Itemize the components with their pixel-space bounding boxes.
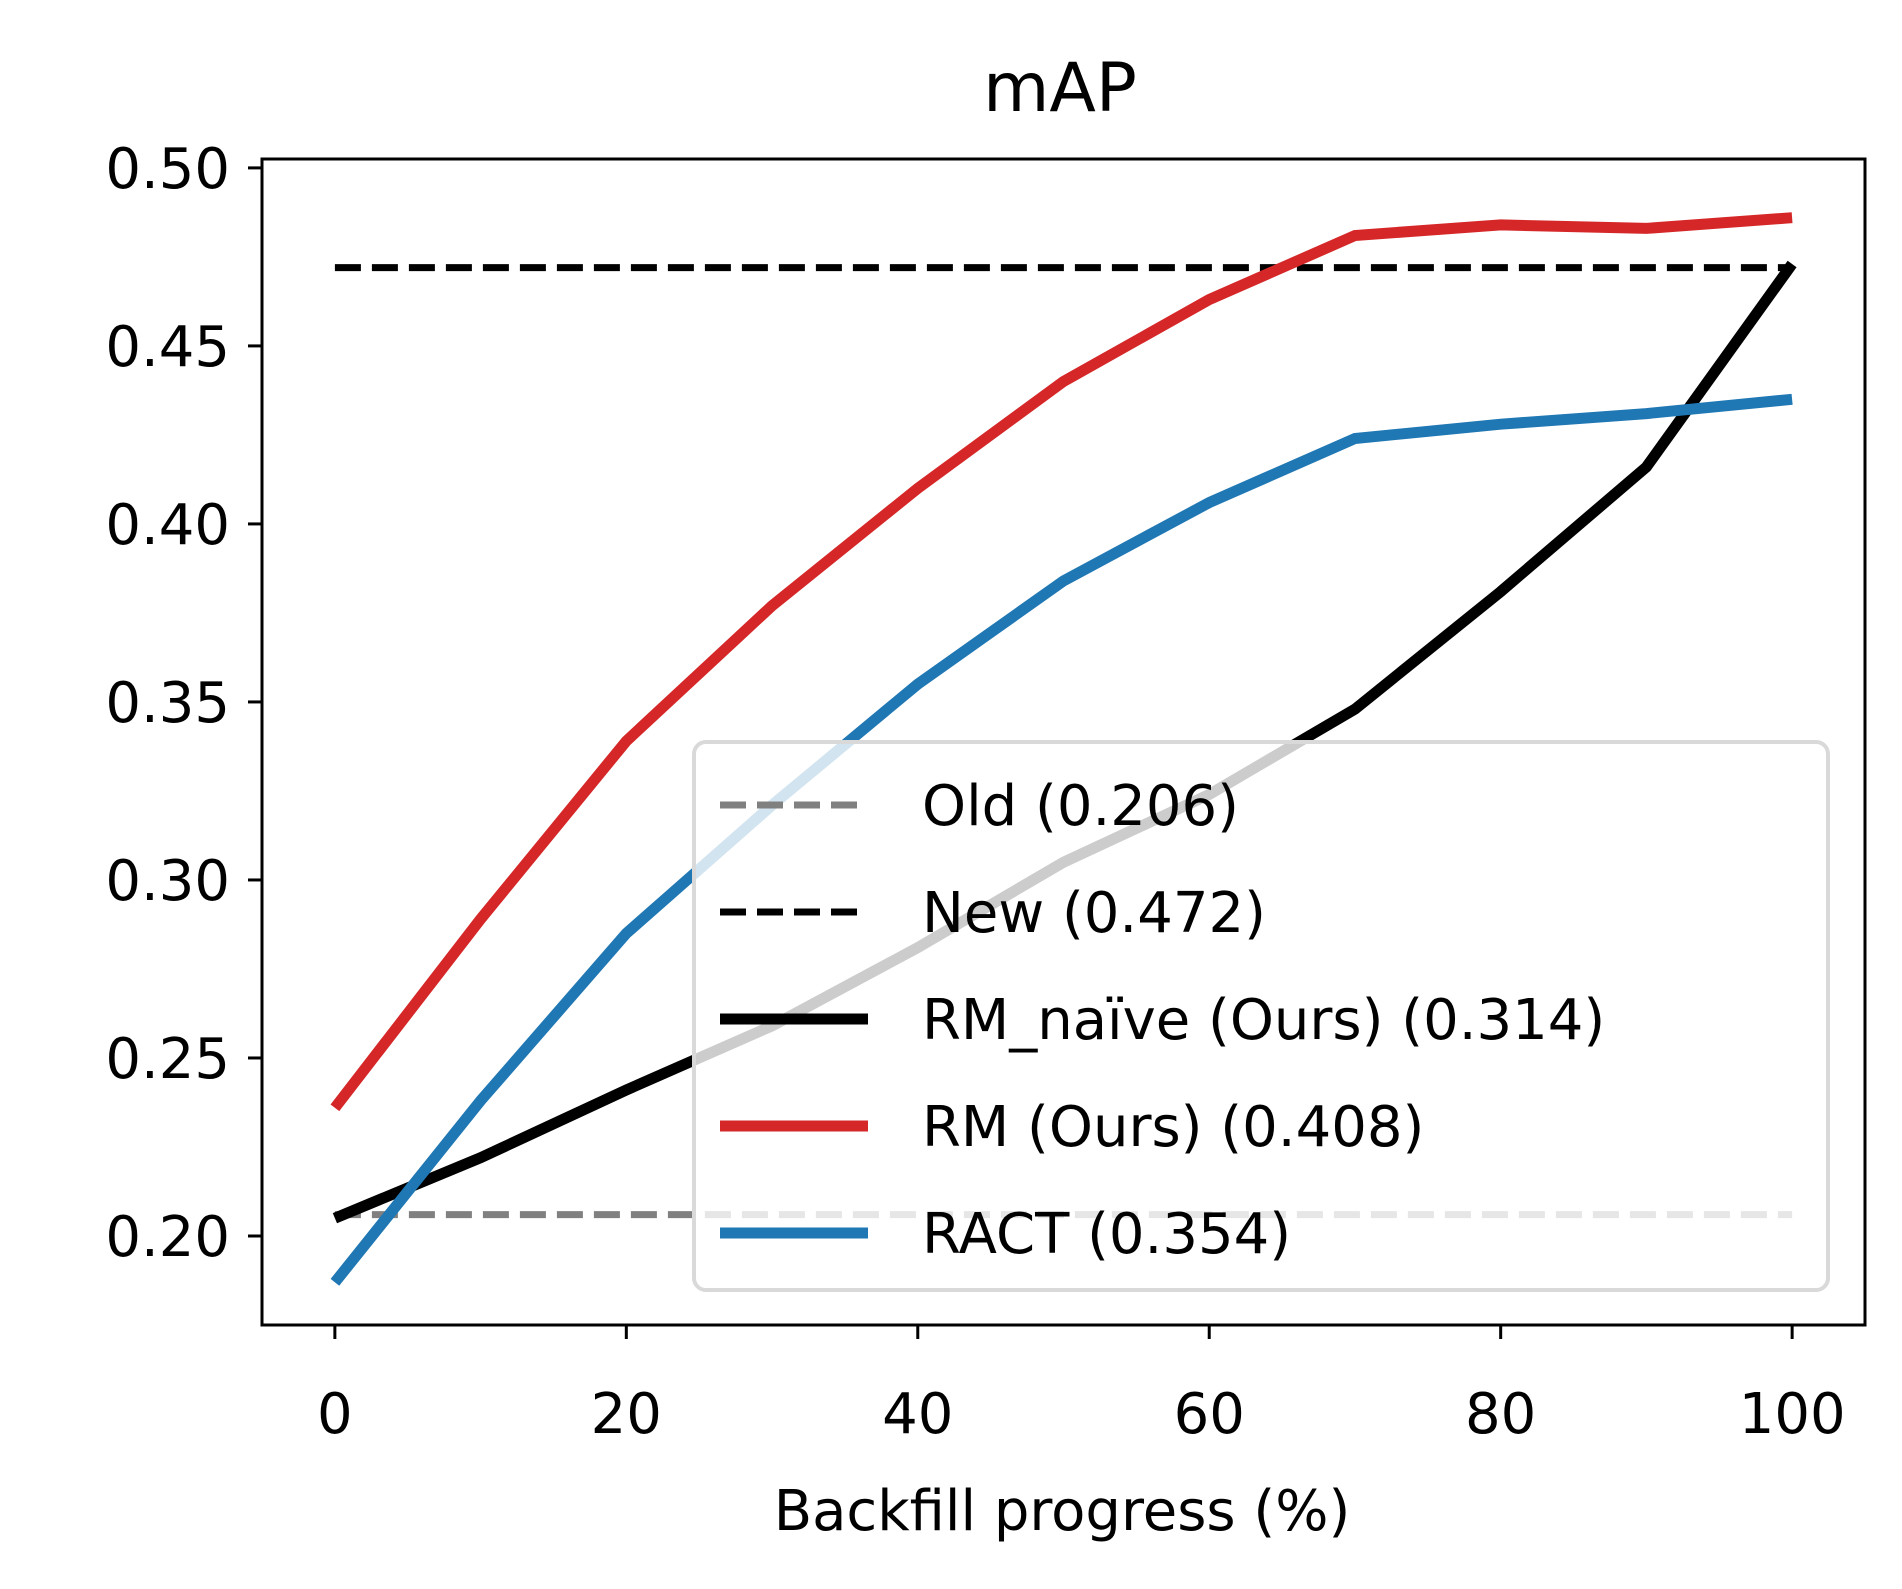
x-tick-label: 80	[1465, 1382, 1536, 1447]
legend-label-2: RM_naïve (Ours) (0.314)	[922, 988, 1605, 1053]
x-tick-label: 60	[1174, 1382, 1245, 1447]
y-tick-label: 0.40	[105, 493, 230, 558]
legend: Old (0.206) New (0.472) RM_naïve (Ours) (0…	[692, 740, 1830, 1292]
legend-label-1: New (0.472)	[922, 881, 1266, 946]
y-axis: 0.20 0.25 0.30 0.35 0.40 0.45 0.50	[105, 137, 262, 1270]
series-line-3	[330, 212, 1793, 1112]
y-tick-label: 0.20	[105, 1205, 230, 1270]
y-tick-label: 0.35	[105, 671, 230, 736]
series-line-4	[330, 393, 1793, 1286]
x-tick-label: 100	[1739, 1382, 1846, 1447]
x-tick-label: 0	[317, 1382, 353, 1447]
legend-label-0: Old (0.206)	[922, 774, 1239, 839]
legend-label-4: RACT (0.354)	[922, 1202, 1291, 1267]
x-tick-label: 40	[882, 1382, 953, 1447]
legend-frame	[692, 740, 1830, 1292]
x-tick-label: 20	[591, 1382, 662, 1447]
plot-area-frame	[260, 157, 1867, 1327]
y-tick-label: 0.50	[105, 137, 230, 202]
y-tick-label: 0.25	[105, 1027, 230, 1092]
x-axis: 0 20 40 60 80 100	[317, 1325, 1846, 1447]
legend-items: Old (0.206) New (0.472) RM_naïve (Ours) (0…	[720, 774, 1605, 1267]
y-tick-label: 0.45	[105, 315, 230, 380]
chart-title: mAP	[983, 49, 1137, 128]
y-tick-label: 0.30	[105, 849, 230, 914]
x-axis-label: Backfill progress (%)	[774, 1479, 1351, 1544]
legend-label-3: RM (Ours) (0.408)	[922, 1095, 1424, 1160]
